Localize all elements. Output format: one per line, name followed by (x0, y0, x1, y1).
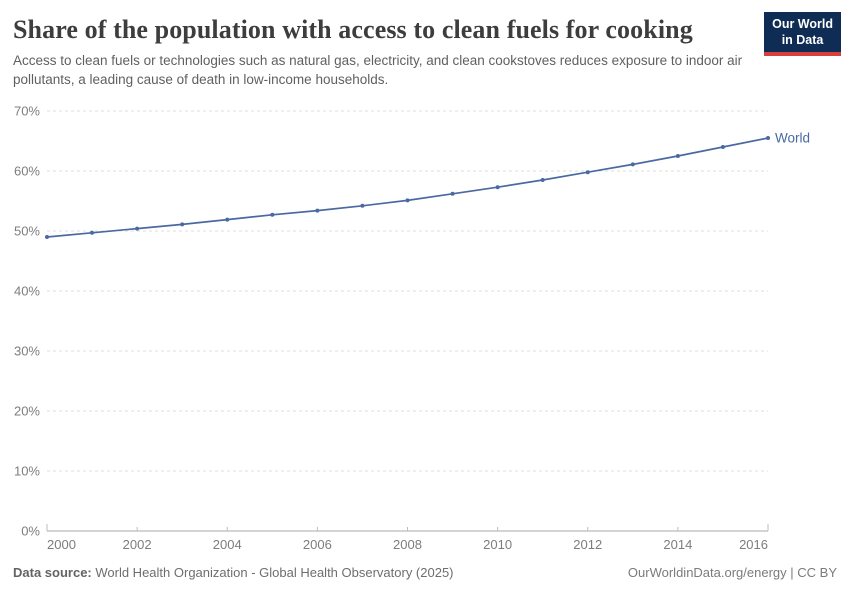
x-axis-tick-label: 2012 (573, 537, 602, 552)
data-point[interactable] (135, 226, 140, 231)
chart-title: Share of the population with access to c… (13, 15, 693, 44)
data-point[interactable] (315, 208, 320, 213)
y-axis-tick-label: 20% (14, 404, 40, 419)
data-source: Data source: World Health Organization -… (13, 565, 454, 580)
line-chart[interactable]: 0% 10% 20% 30% 40% 50% 60% 70% 2000 2002 2004 2006 2… (0, 100, 850, 560)
data-point[interactable] (90, 230, 95, 235)
x-axis-tick-label: 2008 (393, 537, 422, 552)
x-axis-tick-label: 2010 (483, 537, 512, 552)
data-point[interactable] (540, 178, 545, 182)
data-point[interactable] (766, 136, 770, 140)
owid-url-link[interactable]: OurWorldinData.org/energy (627, 565, 787, 580)
y-axis-tick-label: 70% (14, 104, 40, 119)
data-point[interactable] (405, 198, 410, 203)
y-axis-tick-label: 0% (21, 524, 40, 539)
y-axis-tick-label: 50% (14, 224, 40, 239)
footer-attribution: OurWorldinData.org/energy | CC BY (628, 565, 837, 580)
data-point[interactable] (45, 235, 49, 239)
x-axis-tick-label: 2006 (303, 537, 332, 552)
x-axis-tick-label: 2000 (47, 537, 76, 552)
license-badge: CC BY (797, 565, 837, 580)
chart-subtitle: Access to clean fuels or technologies su… (13, 53, 743, 87)
y-axis-tick-label: 60% (14, 164, 40, 179)
data-source-text: World Health Organization - Global Healt… (91, 565, 454, 580)
owid-logo-line1: Our World (772, 17, 833, 31)
data-source-label: Data source: (13, 565, 92, 580)
data-point[interactable] (585, 170, 590, 175)
series-line (46, 137, 769, 238)
series-end-label[interactable]: World (775, 131, 810, 146)
data-point[interactable] (495, 185, 500, 190)
y-axis-tick-label: 10% (14, 464, 40, 479)
data-point[interactable] (225, 217, 230, 222)
y-axis-tick-label: 40% (14, 284, 40, 299)
data-point[interactable] (180, 222, 185, 227)
footer-separator: | (786, 565, 798, 580)
x-axis-tick-label: 2016 (739, 537, 768, 552)
y-axis-tick-label: 30% (14, 344, 40, 359)
owid-logo-line2: in Data (781, 32, 824, 47)
data-point[interactable] (450, 191, 455, 196)
data-point[interactable] (270, 212, 275, 217)
x-axis-tick-label: 2004 (213, 537, 242, 552)
data-point[interactable] (675, 154, 680, 158)
x-axis-tick-label: 2014 (663, 537, 692, 552)
data-point[interactable] (630, 162, 635, 167)
data-point[interactable] (720, 145, 725, 149)
x-axis-tick-label: 2002 (123, 537, 152, 552)
chart-footer: Data source: World Health Organization -… (13, 565, 837, 580)
data-point[interactable] (360, 203, 365, 208)
owid-logo[interactable]: Our World in Data (764, 12, 841, 57)
